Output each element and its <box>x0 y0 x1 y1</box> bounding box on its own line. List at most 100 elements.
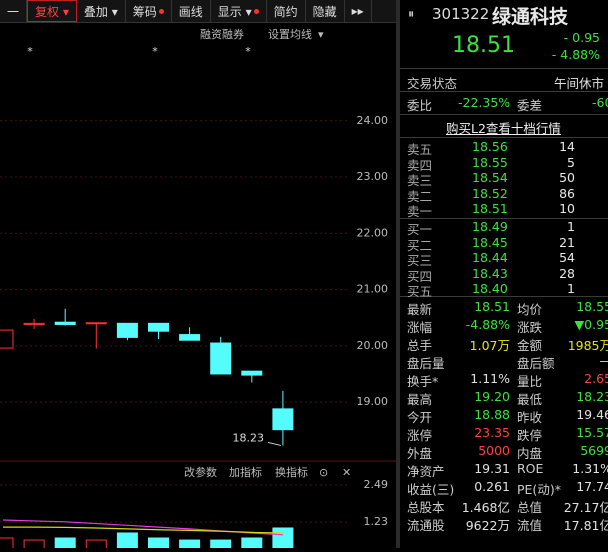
event-marker: * <box>152 45 158 58</box>
indicator-line <box>3 527 283 533</box>
toolbar-button[interactable]: 隐藏 <box>306 0 345 22</box>
stat-label: 均价 <box>517 299 542 318</box>
price-change: - 0.95 <box>564 30 600 45</box>
stat-label: 收益(三) <box>407 479 454 498</box>
book-price: 18.51 <box>472 201 508 216</box>
y-tick-label: 24.00 <box>357 114 389 127</box>
bid-diff: -60 <box>592 95 608 110</box>
stat-value: 5000 <box>478 443 510 458</box>
dropdown-arrow[interactable]: ▾ <box>318 28 324 41</box>
stat-label: 昨收 <box>517 407 542 426</box>
volume-bar <box>0 538 13 548</box>
stat-value: 0.261 <box>474 479 510 494</box>
candle-body <box>0 330 13 348</box>
book-label: 卖一 <box>407 201 432 220</box>
stat-label: 今开 <box>407 407 432 426</box>
stat-value: 18.51 <box>474 299 510 314</box>
label: 委差 <box>517 95 542 114</box>
book-price: 18.45 <box>472 235 508 250</box>
chart: * * * 融资融券 设置均线 ▾ 改参数 加指标 换指标 ⊙ ✕ 19.00 2… <box>0 0 396 548</box>
more-button[interactable]: ▸▸ <box>345 0 372 22</box>
stat-value: 9622万 <box>466 515 510 534</box>
book-price: 18.52 <box>472 186 508 201</box>
candle-body <box>55 322 75 324</box>
y-tick-label: 2.49 <box>364 478 389 491</box>
y-tick-label: 21.00 <box>357 283 389 296</box>
stat-value: 2.65 <box>584 371 608 386</box>
book-volume: 50 <box>559 170 575 185</box>
book-volume: 28 <box>559 266 575 281</box>
toolbar-button[interactable]: 一 <box>0 0 27 22</box>
quote-panel: ⏸ 301322 绿通科技 18.51 - 0.95 - 4.88% 交易状态 … <box>400 0 608 548</box>
stat-value: 1985万 <box>568 335 608 354</box>
book-volume: 14 <box>559 139 575 154</box>
stat-value: 1.07万 <box>470 335 510 354</box>
stat-label: 流值 <box>517 515 542 534</box>
toolbar-button[interactable]: 叠加 ▾ <box>77 0 126 22</box>
pause-icon[interactable]: ⏸ <box>408 6 414 22</box>
y-tick-label: 19.00 <box>357 395 389 408</box>
stat-label: 最新 <box>407 299 432 318</box>
bid-ratio: -22.35% <box>458 95 510 110</box>
stat-value: 18.55 <box>576 299 608 314</box>
l2-link[interactable]: 购买L2查看十档行情 <box>446 118 561 137</box>
label: 交易状态 <box>407 73 457 92</box>
last-price: 18.51 <box>452 33 515 58</box>
stat-label: 净资产 <box>407 461 445 480</box>
status: 午间休市 <box>554 73 604 92</box>
book-price: 18.40 <box>472 281 508 296</box>
stat-label: PE(动)* <box>517 479 561 498</box>
toolbar-button[interactable]: 简约 <box>267 0 306 22</box>
stat-value: 19.31 <box>474 461 510 476</box>
pct-change: - 4.88% <box>552 47 600 62</box>
chart-area: * * * 融资融券 设置均线 ▾ 改参数 加指标 换指标 ⊙ ✕ 19.00 2… <box>0 0 396 548</box>
label: 委比 <box>407 95 432 114</box>
candle-body <box>149 323 169 331</box>
stat-label: 总股本 <box>407 497 445 516</box>
menu-item[interactable]: 设置均线 <box>268 27 312 41</box>
toolbar-button[interactable]: 筹码 <box>126 0 172 22</box>
book-label: 买五 <box>407 281 432 300</box>
book-volume: 1 <box>567 219 575 234</box>
menu-item[interactable]: 加指标 <box>229 465 262 479</box>
candle-body <box>242 371 262 375</box>
toolbar-button[interactable]: 画线 <box>172 0 211 22</box>
book-price: 18.55 <box>472 155 508 170</box>
stat-value: 1.468亿 <box>462 497 510 516</box>
menu-item[interactable]: 融资融券 <box>200 27 244 41</box>
stat-value: 23.35 <box>474 425 510 440</box>
stat-value: 17.74 <box>576 479 608 494</box>
candle-body <box>86 323 106 324</box>
toolbar-button[interactable]: 显示 ▾ <box>211 0 267 22</box>
stat-value: 5699 <box>580 443 608 458</box>
volume-bar <box>55 538 75 548</box>
settings-icon[interactable]: ⊙ <box>319 466 328 479</box>
menu-item[interactable]: 换指标 <box>275 465 308 479</box>
toolbar-button[interactable]: 复权 ▾ <box>27 0 77 22</box>
y-tick-label: 20.00 <box>357 339 389 352</box>
stat-value: ▼0.95 <box>575 317 608 332</box>
stat-label: 流通股 <box>407 515 445 534</box>
stat-label: 涨跌 <box>517 317 542 336</box>
y-tick-label: 1.23 <box>364 515 389 528</box>
stat-label: 总手 <box>407 335 432 354</box>
stat-label: 外盘 <box>407 443 432 462</box>
stat-value: 18.23 <box>576 389 608 404</box>
book-volume: 5 <box>567 155 575 170</box>
event-marker: * <box>27 45 33 58</box>
close-icon[interactable]: ✕ <box>342 466 351 479</box>
book-price: 18.44 <box>472 250 508 265</box>
volume-bar <box>273 528 293 548</box>
stat-value: 1.31% <box>572 461 608 476</box>
candle-body <box>180 335 200 341</box>
event-marker: * <box>245 45 251 58</box>
stat-label: 最高 <box>407 389 432 408</box>
volume-bar <box>211 540 231 548</box>
stat-value: — <box>600 353 608 368</box>
book-price: 18.43 <box>472 266 508 281</box>
menu-item[interactable]: 改参数 <box>184 465 217 479</box>
book-volume: 86 <box>559 186 575 201</box>
volume-bar <box>24 540 44 548</box>
candle-body <box>273 409 293 430</box>
